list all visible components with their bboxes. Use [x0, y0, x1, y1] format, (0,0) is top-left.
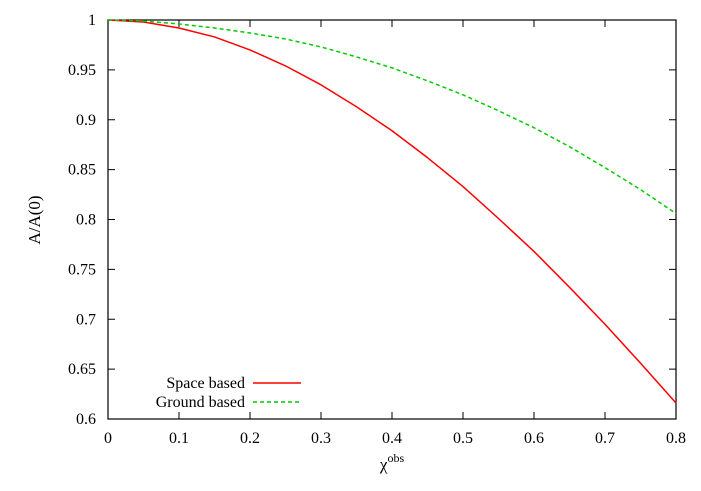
y-tick-label: 0.65 — [68, 361, 96, 378]
legend: Space based Ground based — [156, 375, 301, 411]
y-tick-label: 0.8 — [76, 212, 96, 229]
x-tick-label: 0.6 — [524, 430, 544, 447]
series-line-ground-based — [107, 19, 677, 215]
x-tick-label: 0 — [104, 430, 112, 447]
x-tick-label: 0.1 — [169, 430, 189, 447]
x-axis-label-main: χ — [379, 455, 388, 474]
x-tick-label: 0.5 — [453, 430, 473, 447]
y-tick-label: 0.9 — [76, 112, 96, 129]
legend-label-space-based: Space based — [166, 375, 245, 392]
y-axis-label: A/A(0) — [25, 195, 44, 244]
y-tick-label: 0.85 — [68, 162, 96, 179]
x-tick-label: 0.4 — [382, 430, 402, 447]
y-tick-label: 0.95 — [68, 62, 96, 79]
series-line-space-based — [107, 19, 677, 404]
x-axis-label: χobs — [379, 451, 405, 474]
x-axis-label-superscript: obs — [387, 451, 404, 465]
y-tick-label: 0.7 — [76, 311, 96, 328]
y-tick-label: 1 — [88, 12, 96, 29]
ticks-layer: 0 0.1 0.2 0.3 0.4 0.5 0.6 0.7 0.8 0.6 0.65 0.7 0.75 0… — [68, 12, 686, 447]
y-tick-label: 0.6 — [76, 411, 96, 428]
legend-entry-ground-based: Ground based — [156, 394, 301, 411]
plot-frame — [107, 19, 677, 420]
series-layer — [107, 19, 677, 404]
y-tick-label: 0.75 — [68, 261, 96, 278]
legend-label-ground-based: Ground based — [156, 394, 245, 411]
x-tick-label: 0.8 — [666, 430, 686, 447]
x-tick-label: 0.7 — [595, 430, 615, 447]
x-tick-label: 0.2 — [240, 430, 260, 447]
x-tick-label: 0.3 — [311, 430, 331, 447]
legend-entry-space-based: Space based — [166, 375, 301, 392]
